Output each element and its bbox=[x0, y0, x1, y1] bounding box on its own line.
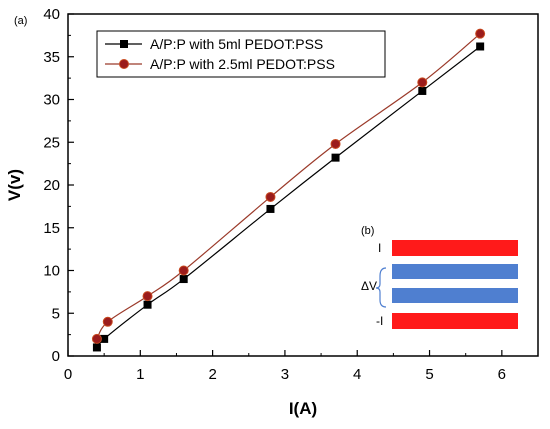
x-axis-ticks: 0 1 2 3 4 5 6 bbox=[64, 350, 539, 383]
series-2-point bbox=[178, 265, 189, 276]
inset-upper-blue-layer bbox=[392, 264, 518, 279]
series-1-point bbox=[476, 42, 485, 51]
panel-label-a: (a) bbox=[14, 15, 27, 27]
y-axis-ticks: 0 5 10 15 20 25 30 35 40 bbox=[43, 6, 74, 365]
legend-box bbox=[96, 30, 386, 78]
x-tick-label: 4 bbox=[353, 366, 361, 383]
y-tick-label: 40 bbox=[43, 6, 60, 23]
y-tick-label: 30 bbox=[43, 92, 60, 109]
series-1-point bbox=[92, 343, 101, 352]
x-tick-label: 1 bbox=[136, 366, 144, 383]
inset-brace bbox=[375, 267, 387, 308]
series-layer bbox=[91, 28, 486, 352]
series-1-line bbox=[96, 46, 481, 348]
y-tick-label: 20 bbox=[43, 177, 60, 194]
inset-bottom-label: -I bbox=[376, 314, 383, 328]
x-axis-title: I(A) bbox=[289, 399, 317, 418]
y-tick-label: 15 bbox=[43, 220, 60, 237]
legend-marker-series-1 bbox=[120, 40, 128, 48]
inset-middle-label: ΔV bbox=[361, 279, 377, 293]
series-1-point bbox=[418, 86, 427, 95]
series-2-point bbox=[265, 191, 276, 202]
series-1-point bbox=[331, 153, 340, 162]
series-2-point bbox=[417, 77, 428, 88]
legend: A/P:P with 5ml PEDOT:PSS A/P:P with 2.5m… bbox=[96, 30, 386, 78]
y-axis-title: V(v) bbox=[5, 169, 24, 201]
legend-marker-series-2 bbox=[119, 59, 129, 69]
x-tick-label: 3 bbox=[281, 366, 289, 383]
series-2-point bbox=[330, 138, 341, 149]
inset-lower-blue-layer bbox=[392, 288, 518, 303]
series-1-point bbox=[179, 275, 188, 284]
series-1-point bbox=[100, 334, 109, 343]
legend-label-series-2: A/P:P with 2.5ml PEDOT:PSS bbox=[150, 56, 335, 72]
y-tick-label: 10 bbox=[43, 263, 60, 280]
y-tick-label: 5 bbox=[52, 305, 60, 322]
series-2-point bbox=[142, 291, 153, 302]
series-2-point bbox=[475, 28, 486, 39]
x-tick-label: 2 bbox=[208, 366, 216, 383]
series-1-point bbox=[143, 300, 152, 309]
y-tick-label: 0 bbox=[52, 348, 60, 365]
x-tick-label: 5 bbox=[425, 366, 433, 383]
x-tick-label: 6 bbox=[498, 366, 506, 383]
series-2-point bbox=[102, 316, 113, 327]
inset-panel-label: (b) bbox=[361, 225, 374, 237]
inset-bottom-red-layer bbox=[392, 313, 518, 329]
series-2-line bbox=[96, 33, 481, 340]
y-tick-label: 25 bbox=[43, 134, 60, 151]
y-tick-label: 35 bbox=[43, 49, 60, 66]
series-2-point bbox=[91, 333, 102, 344]
inset-top-red-layer bbox=[392, 240, 518, 256]
inset-diagram: (b) I ΔV -I bbox=[361, 225, 518, 329]
legend-label-series-1: A/P:P with 5ml PEDOT:PSS bbox=[150, 36, 323, 52]
x-tick-label: 0 bbox=[64, 366, 72, 383]
series-1-point bbox=[266, 204, 275, 213]
inset-top-label: I bbox=[378, 241, 381, 255]
